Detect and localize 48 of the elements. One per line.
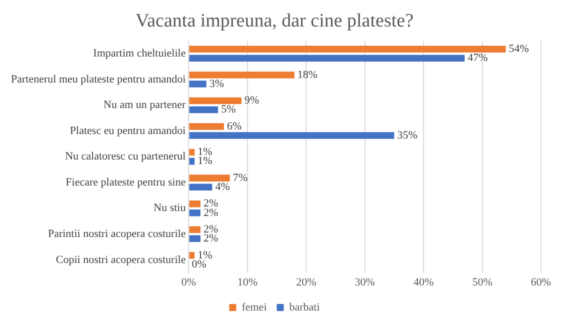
data-label: 6% [226, 120, 242, 132]
bar [189, 132, 394, 139]
bar [189, 209, 200, 216]
data-label: 3% [209, 78, 224, 90]
bar [189, 235, 200, 242]
y-tick-label: Fiecare plateste pentru sine [66, 176, 186, 188]
legend-label: femei [242, 301, 267, 314]
bar [189, 80, 206, 88]
data-label: 5% [221, 104, 236, 116]
x-tick-label: 0% [181, 276, 196, 288]
bar [189, 200, 200, 208]
x-tick-label: 60% [530, 276, 552, 288]
bar [189, 252, 195, 259]
y-tick-label: Partenerul meu plateste pentru amandoi [11, 73, 186, 86]
y-tick-label: Copii nostri acopera costurile [56, 254, 186, 266]
data-label: 7% [232, 172, 248, 184]
data-label: 2% [203, 232, 218, 245]
data-label: 47% [468, 52, 488, 64]
bar [189, 148, 195, 156]
bar [189, 184, 212, 190]
bar [189, 106, 218, 114]
bar [189, 158, 195, 165]
legend-label: barbati [289, 301, 320, 314]
x-tick-label: 40% [413, 276, 434, 288]
y-tick-label: Platesc eu pentru amandoi [70, 124, 186, 137]
data-label: 35% [397, 129, 418, 142]
chart-title: Vacanta impreuna, dar cine plateste? [136, 10, 414, 32]
bar [189, 54, 465, 62]
bar [189, 97, 242, 104]
data-label: 18% [297, 68, 318, 81]
bar [189, 72, 294, 78]
y-tick-label: Nu calatoresc cu partenerul [65, 150, 186, 163]
bar [189, 174, 230, 182]
x-tick-label: 50% [472, 276, 492, 288]
y-tick-label: Nu am un partener [104, 99, 186, 112]
x-tick-label: 30% [354, 276, 375, 288]
y-tick-label: Impartim cheltuielile [93, 48, 186, 60]
bar [189, 123, 224, 130]
data-label: 4% [215, 180, 230, 193]
data-label: 54% [508, 43, 529, 56]
x-tick-label: 10% [237, 276, 258, 288]
y-tick-label: Nu stiu [154, 202, 186, 214]
data-label: 1% [198, 155, 212, 168]
y-tick-label: Parintii nostri acopera costurile [48, 228, 186, 240]
bar [189, 46, 506, 53]
data-label: 9% [244, 94, 260, 107]
bar [189, 226, 200, 234]
x-tick-label: 20% [296, 276, 316, 288]
